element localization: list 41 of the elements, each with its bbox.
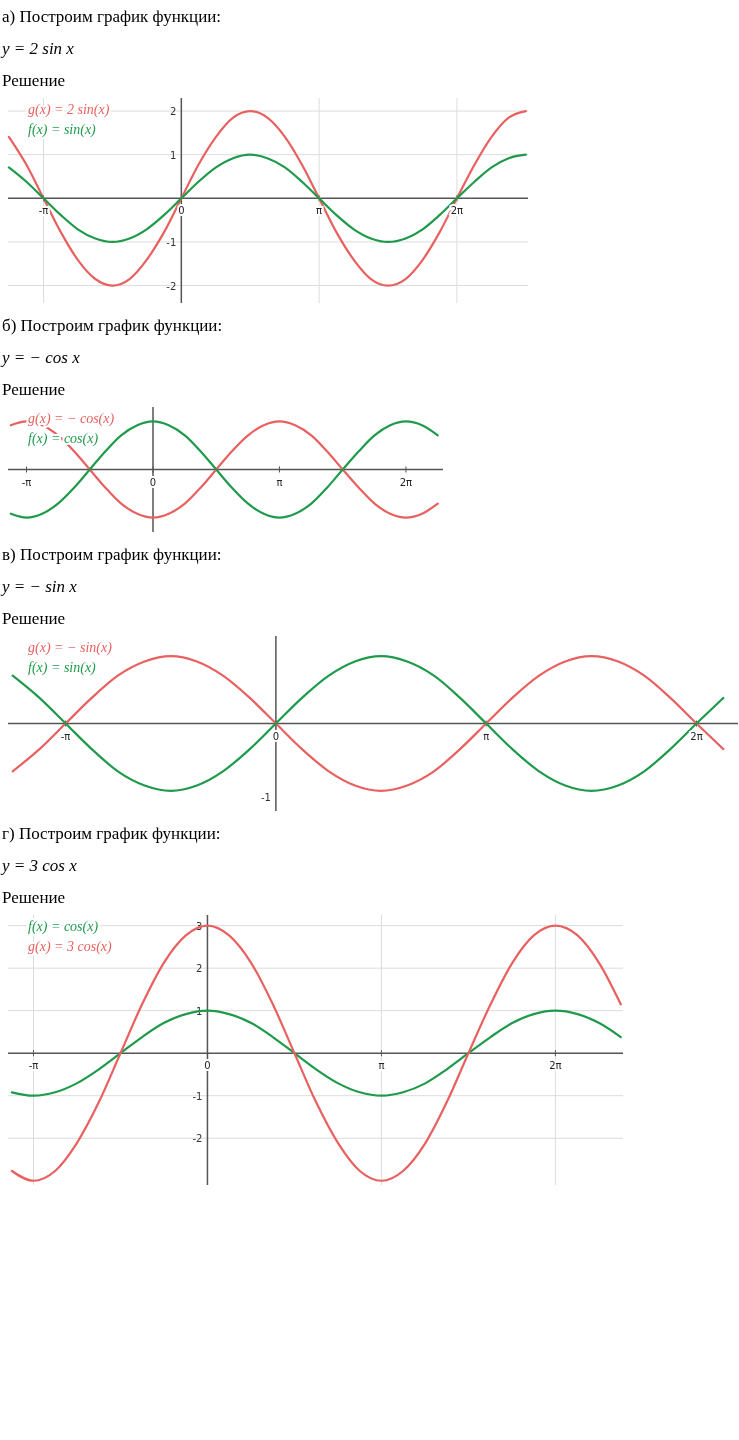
- y-tick-label: -1: [166, 236, 177, 248]
- x-tick-label: -π: [28, 1060, 39, 1072]
- text: Решение: [2, 609, 66, 628]
- x-tick-label: π: [483, 730, 490, 742]
- text: -1: [260, 792, 271, 803]
- series-label: g(x) = − sin(x): [28, 640, 113, 656]
- x-tick-label: 2π: [450, 205, 464, 217]
- series-label: g(x) = 2 sin(x): [28, 102, 110, 118]
- chart-subtitle: y = − sin x: [0, 577, 78, 596]
- x-tick-label: 2π: [399, 476, 413, 488]
- text: Решение: [2, 380, 66, 399]
- x-tick-label: π: [316, 205, 323, 217]
- chart-subtitle: y = 3 cos x: [0, 856, 78, 875]
- series-label: f(x) = cos(x): [28, 431, 99, 447]
- x-tick-label: -π: [60, 730, 71, 742]
- y-tick-label: -1: [192, 1090, 203, 1102]
- text: f(x) = cos(x): [28, 919, 99, 935]
- y-tick-label: 1: [169, 149, 177, 161]
- y-tick-label: -2: [192, 1133, 203, 1145]
- chart-subtitle: y = − cos x: [0, 348, 81, 367]
- chart-subtitle: y = 2 sin x: [0, 39, 75, 58]
- series-label: g(x) = − cos(x): [28, 411, 115, 427]
- x-tick-label: -π: [38, 205, 49, 217]
- x-tick-label: -π: [21, 476, 32, 488]
- y-tick-label: -2: [166, 280, 177, 292]
- y-tick-label: 2: [169, 106, 177, 118]
- text: Решение: [2, 888, 66, 907]
- text: f(x) = sin(x): [28, 122, 97, 138]
- chart-title: а) Построим график функции:: [2, 7, 222, 26]
- series-label: f(x) = sin(x): [28, 660, 97, 676]
- x-tick-label: 2π: [549, 1060, 562, 1072]
- x-tick-label: π: [276, 476, 283, 488]
- line-series: [7, 153, 527, 244]
- chart-title: в) Построим график функции:: [2, 545, 222, 564]
- chart-title: г) Построим график функции:: [2, 824, 221, 843]
- chart-title: б) Построим график функции:: [2, 316, 223, 335]
- text: Решение: [2, 71, 66, 90]
- x-tick-label: 2π: [690, 730, 703, 742]
- text: g(x) = 3 cos(x): [28, 939, 113, 955]
- x-tick-label: π: [378, 1060, 385, 1072]
- y-tick-label: 2: [196, 963, 203, 975]
